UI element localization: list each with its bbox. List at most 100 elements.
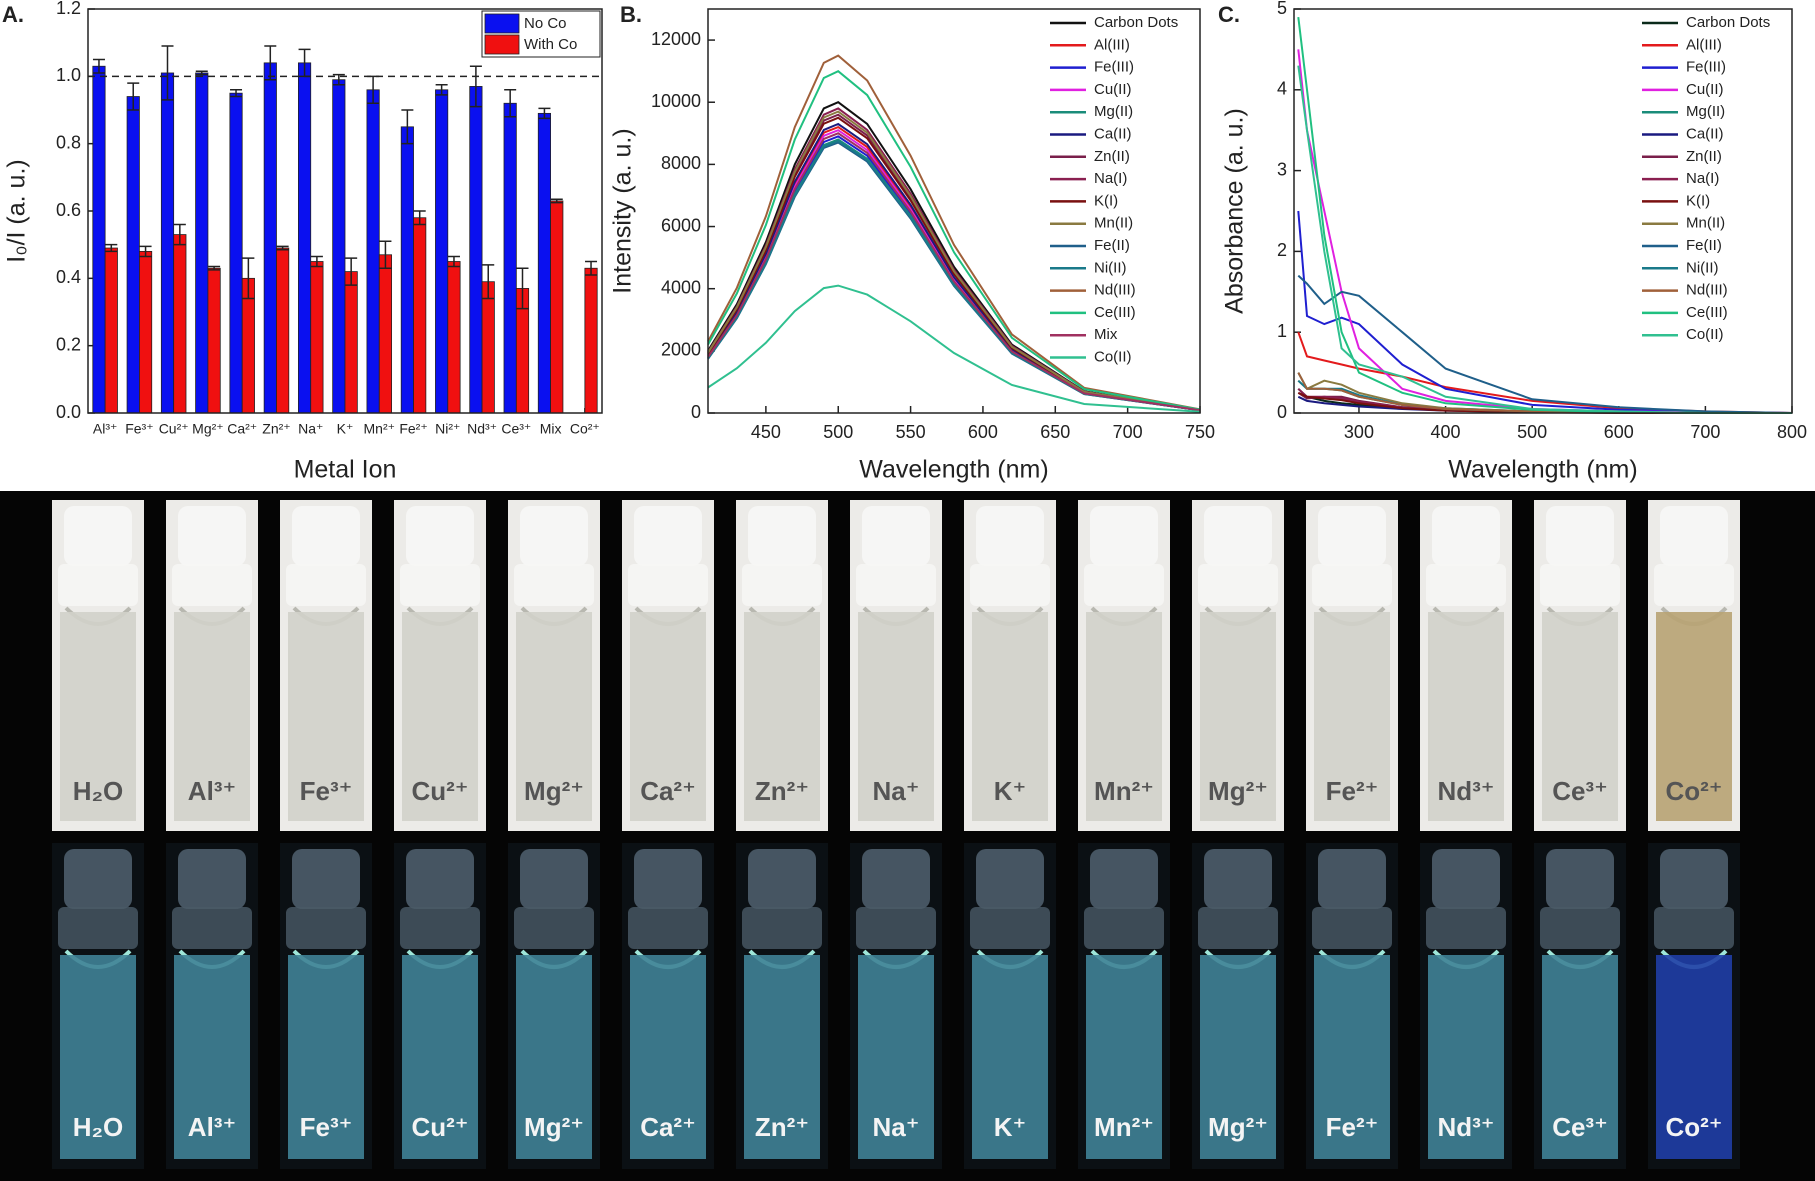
- cuvette-cap: [1318, 506, 1386, 566]
- cuvette-neck: [172, 907, 252, 949]
- error-bar: [92, 58, 105, 74]
- cuvette-cap: [1090, 506, 1158, 566]
- error-bar: [469, 65, 482, 108]
- cuvette-label: Zn²⁺: [755, 1112, 809, 1142]
- cuvette-neck: [856, 564, 936, 606]
- bar: [229, 92, 243, 414]
- y-tick-label: 4: [1277, 79, 1287, 99]
- cuvette-body: [60, 955, 136, 1159]
- cuvette-neck: [1084, 907, 1164, 949]
- error-bar: [264, 45, 277, 81]
- legend-label: Mn(II): [1094, 215, 1133, 232]
- cuvette-body: [288, 612, 364, 821]
- cuvette-cap: [1204, 849, 1272, 909]
- cuvette-label: K⁺: [994, 776, 1027, 806]
- error-bar: [310, 255, 323, 268]
- plot-frame: [707, 8, 1201, 414]
- y-tick-label: 10000: [651, 91, 701, 111]
- y-tick-label: 1.2: [56, 0, 81, 18]
- error-bar: [242, 257, 255, 300]
- y-tick-label: 5: [1277, 0, 1287, 18]
- error-bar: [413, 210, 426, 226]
- legend-label: Fe(II): [1094, 237, 1130, 254]
- cuvette-label: Cu²⁺: [411, 1112, 468, 1142]
- legend-label: Na(I): [1094, 170, 1127, 187]
- bar: [92, 65, 106, 414]
- cuvette-neck: [970, 564, 1050, 606]
- error-bar: [550, 198, 563, 204]
- error-bar: [161, 45, 174, 101]
- cuvette-cap: [1318, 849, 1386, 909]
- cuvette-neck: [742, 564, 822, 606]
- cuvette-cap: [1660, 506, 1728, 566]
- cuvette-cap: [1432, 849, 1500, 909]
- legend-label: Ca(II): [1686, 125, 1724, 142]
- x-tick-label: 400: [1431, 422, 1461, 442]
- cuvette-body: [1428, 955, 1504, 1159]
- error-bar: [435, 84, 448, 96]
- cuvette-body: [174, 955, 250, 1159]
- legend-label: Mg(II): [1686, 103, 1725, 120]
- x-tick-label: 500: [1517, 422, 1547, 442]
- legend-label: Fe(III): [1686, 59, 1726, 76]
- spectrum-line: [707, 139, 1201, 412]
- legend-label: Mn(II): [1686, 215, 1725, 232]
- error-bar: [276, 245, 289, 251]
- y-tick-label: 0.6: [56, 200, 81, 220]
- cuvette-body: [1200, 612, 1276, 821]
- bar: [413, 217, 427, 414]
- cuvette-neck: [1654, 907, 1734, 949]
- cuvette-body: [1314, 955, 1390, 1159]
- y-axis-title: I₀/I (a. u.): [3, 159, 31, 262]
- legend-label: With Co: [524, 36, 577, 53]
- cuvette-body: [1428, 612, 1504, 821]
- legend-label: Nd(III): [1686, 282, 1728, 299]
- spectrum-line: [1297, 274, 1793, 414]
- bar: [447, 261, 461, 414]
- bar: [160, 72, 175, 414]
- error-bar: [504, 89, 517, 118]
- error-bar: [482, 264, 495, 300]
- cuvette-cap: [64, 849, 132, 909]
- cuvette-body: [1314, 612, 1390, 821]
- cuvette-neck: [628, 564, 708, 606]
- cuvette-label: H₂O: [73, 776, 124, 806]
- error-bar: [447, 255, 460, 268]
- y-tick-label: 0.4: [56, 267, 81, 287]
- x-tick-label: 600: [1604, 422, 1634, 442]
- cuvette-label: Co²⁺: [1665, 1112, 1722, 1142]
- legend-label: Al(III): [1094, 36, 1130, 53]
- cuvette-cap: [862, 506, 930, 566]
- cuvette-body: [516, 955, 592, 1159]
- spectrum-line: [1297, 65, 1792, 414]
- cuvette-cap: [520, 849, 588, 909]
- error-bar: [332, 73, 345, 86]
- cuvette-body: [858, 612, 934, 821]
- error-bar: [516, 267, 529, 310]
- cuvette-cap: [748, 849, 816, 909]
- cuvette-label: Ce³⁺: [1552, 1112, 1608, 1142]
- cuvette-body: [972, 955, 1048, 1159]
- cuvette-body: [1200, 955, 1276, 1159]
- x-tick-label: Ni²⁺: [435, 421, 460, 437]
- cuvette-neck: [400, 564, 480, 606]
- cuvette-cap: [748, 506, 816, 566]
- cuvette-label: Fe³⁺: [300, 1112, 353, 1142]
- cuvette-neck: [1540, 907, 1620, 949]
- cuvette-cap: [976, 849, 1044, 909]
- cuvette-label: Mn²⁺: [1094, 1112, 1154, 1142]
- legend-label: Al(III): [1686, 36, 1722, 53]
- cuvette-neck: [400, 907, 480, 949]
- x-tick-label: 750: [1185, 422, 1215, 442]
- cuvette-label: Ca²⁺: [640, 1112, 696, 1142]
- cuvette-body: [402, 955, 478, 1159]
- cuvette-body: [1086, 612, 1162, 821]
- bar: [481, 281, 495, 414]
- cuvette-cap: [976, 506, 1044, 566]
- x-tick-label: Mix: [540, 421, 562, 437]
- cuvette-label: Fe³⁺: [300, 776, 353, 806]
- y-tick-label: 8000: [661, 153, 701, 173]
- error-bar: [230, 89, 243, 98]
